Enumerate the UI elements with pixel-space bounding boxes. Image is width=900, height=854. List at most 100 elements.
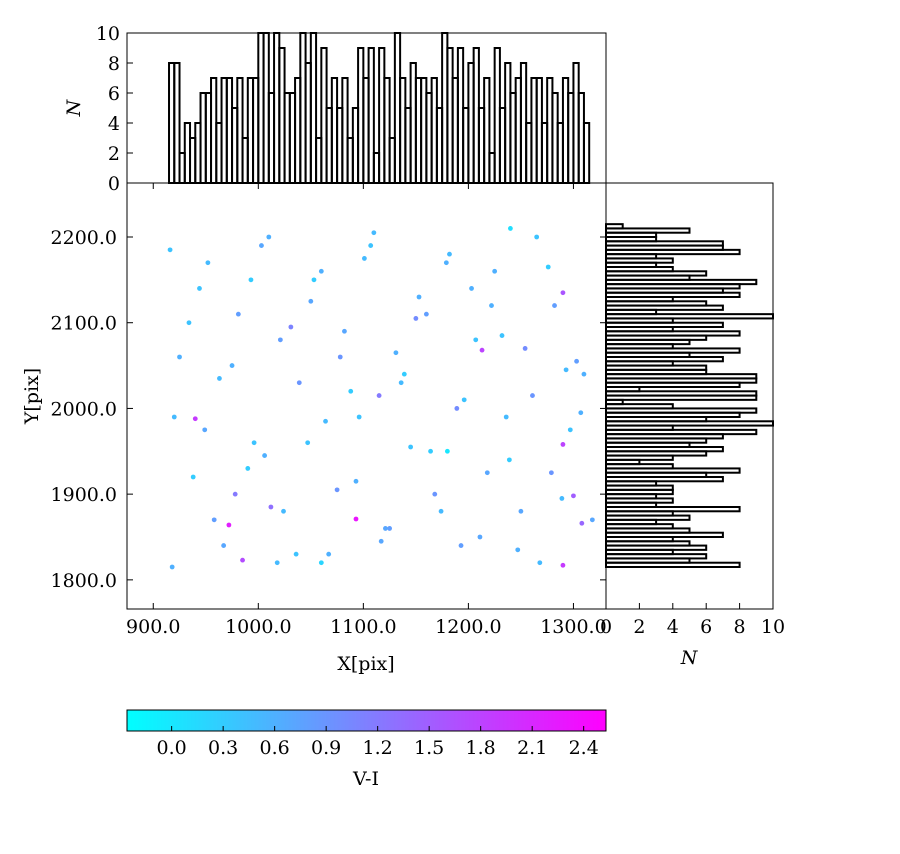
scatter-point [205,260,211,266]
scatter-point [221,543,227,548]
scatter-point [371,230,377,236]
colorbar [126,709,607,732]
scatter-point [530,393,535,398]
scatter-point [423,311,429,317]
x-tick-label: 900.0 [126,616,180,638]
scatter-point [305,440,311,446]
scatter-point [293,551,299,557]
scatter-point [318,560,324,566]
scatter-point [235,311,241,317]
scatter-point [447,251,452,257]
x-tick-label: 6 [700,616,712,638]
y-tick-label: 2100.0 [51,313,117,335]
scatter-point [589,517,595,523]
scatter-point [515,547,521,553]
scatter-point [337,354,343,360]
x-tick-label: 10 [761,616,785,638]
colorbar-tick-label: 1.8 [466,737,496,759]
x-tick-label: 8 [734,616,746,638]
scatter-point [288,324,294,330]
y-tick-label: 4 [108,113,120,135]
scatter-point [281,508,286,514]
colorbar-tick-label: 0.6 [260,737,290,759]
y-tick-label: 6 [108,83,120,105]
scatter-point [438,508,444,514]
scatter-point [416,294,422,300]
scatter-point [560,562,566,568]
scatter-point [251,440,257,446]
scatter-point [581,371,587,377]
scatter-point [503,414,509,420]
scatter-point [473,337,479,343]
scatter-point [248,277,254,283]
y-tick-label: 1900.0 [51,484,117,506]
scatter-point [552,303,557,308]
scatter-point [563,367,569,373]
scatter-point [192,416,198,422]
scatter-point [211,517,217,523]
scatter-point [574,358,579,364]
x-tick-label: 4 [667,616,679,638]
scatter-point [506,457,512,463]
colorbar-tick-label: 0.0 [157,737,187,759]
scatter-point [326,551,332,557]
scatter-point [177,354,182,360]
scatter-point [361,256,367,261]
right-hist-frame [605,182,774,610]
scatter-point [378,538,384,544]
scatter-point [454,406,460,411]
scatter-point [232,491,238,497]
scatter-point [202,427,208,433]
scatter-point [277,337,283,343]
scatter-point [560,290,566,296]
scatter-point [401,371,407,377]
scatter-point [387,526,393,531]
scatter-point [522,346,528,351]
scatter-point [262,453,268,458]
scatter-point [348,388,354,394]
colorbar-label: V-I [352,768,379,790]
scatter-point [190,474,196,480]
scatter-point [432,491,438,497]
scatter-point [413,316,419,321]
scatter-point [479,347,485,353]
x-tick-label: 1300.0 [540,616,606,638]
scatter-point [268,504,274,510]
scatter-point [353,478,359,484]
y-tick-label: 2 [108,143,120,165]
scatter-point [508,226,513,231]
scatter-point [383,526,388,531]
colorbar-tick-label: 0.9 [311,737,341,759]
x-tick-label: 1000.0 [225,616,291,638]
scatter-point [444,448,450,454]
scatter-point [186,320,192,326]
top-hist-y-label: N [63,98,85,117]
x-tick-label: 0 [600,616,612,638]
scatter-point [545,264,551,270]
scatter-point [484,470,490,476]
scatter-point [169,564,175,570]
scatter-point [167,247,173,253]
scatter-point [171,414,177,420]
y-axis-label: Y[pix] [21,368,43,425]
scatter-point [518,508,524,514]
scatter-point [534,234,540,240]
x-tick-label: 1100.0 [330,616,396,638]
scatter-point [311,277,317,283]
y-tick-label: 1800.0 [51,570,117,592]
scatter-point [393,350,399,356]
scatter-point [308,298,314,304]
scatter-point [323,418,328,424]
scatter-point [334,487,340,493]
hist-bar [582,122,591,184]
scatter-point [342,328,347,334]
colorbar-tick-label: 1.2 [363,737,393,759]
scatter-point [428,448,433,454]
scatter-point [571,493,576,499]
scatter-point [408,444,414,450]
scatter-point [492,268,498,274]
y-tick-label: 0 [108,173,120,195]
scatter-point [353,516,359,522]
scatter-point [226,522,232,528]
x-tick-label: 1200.0 [435,616,501,638]
